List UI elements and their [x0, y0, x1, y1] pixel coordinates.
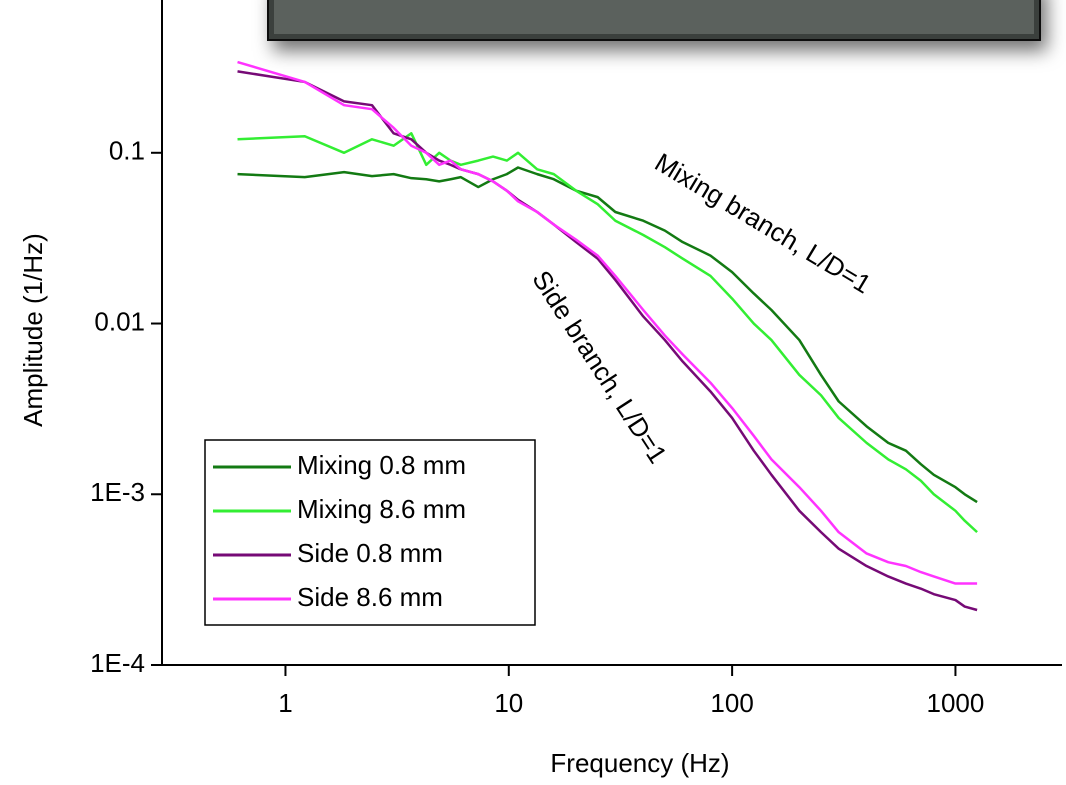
- legend-box: [204, 439, 536, 626]
- y-tick-label: 0.1: [109, 136, 145, 166]
- x-tick-label: 10: [494, 688, 523, 718]
- annotation: Side branch, L/D=1: [526, 265, 673, 469]
- plot-area: [237, 60, 978, 612]
- x-axis-label: Frequency (Hz): [550, 748, 729, 778]
- series-line: [237, 132, 978, 534]
- series-line: [237, 60, 978, 585]
- legend-label: Mixing 8.6 mm: [297, 494, 466, 524]
- annotation: Mixing branch, L/D=1: [650, 147, 877, 300]
- legend-label: Mixing 0.8 mm: [297, 450, 466, 480]
- y-tick-label: 0.01: [94, 306, 145, 336]
- x-tick-label: 1000: [927, 688, 985, 718]
- legend-label: Side 0.8 mm: [297, 538, 443, 568]
- x-tick-label: 100: [710, 688, 753, 718]
- inset-photo-inner: [274, 0, 1034, 34]
- series-line: [237, 166, 978, 504]
- y-tick-label: 1E-3: [90, 477, 145, 507]
- y-axis-label: Amplitude (1/Hz): [18, 233, 48, 427]
- legend-label: Side 8.6 mm: [297, 582, 443, 612]
- legend: Mixing 0.8 mm Mixing 8.6 mm Side 0.8 mm Sid…: [204, 439, 536, 626]
- x-tick-label: 1: [278, 688, 292, 718]
- y-tick-label: 1E-4: [90, 648, 145, 678]
